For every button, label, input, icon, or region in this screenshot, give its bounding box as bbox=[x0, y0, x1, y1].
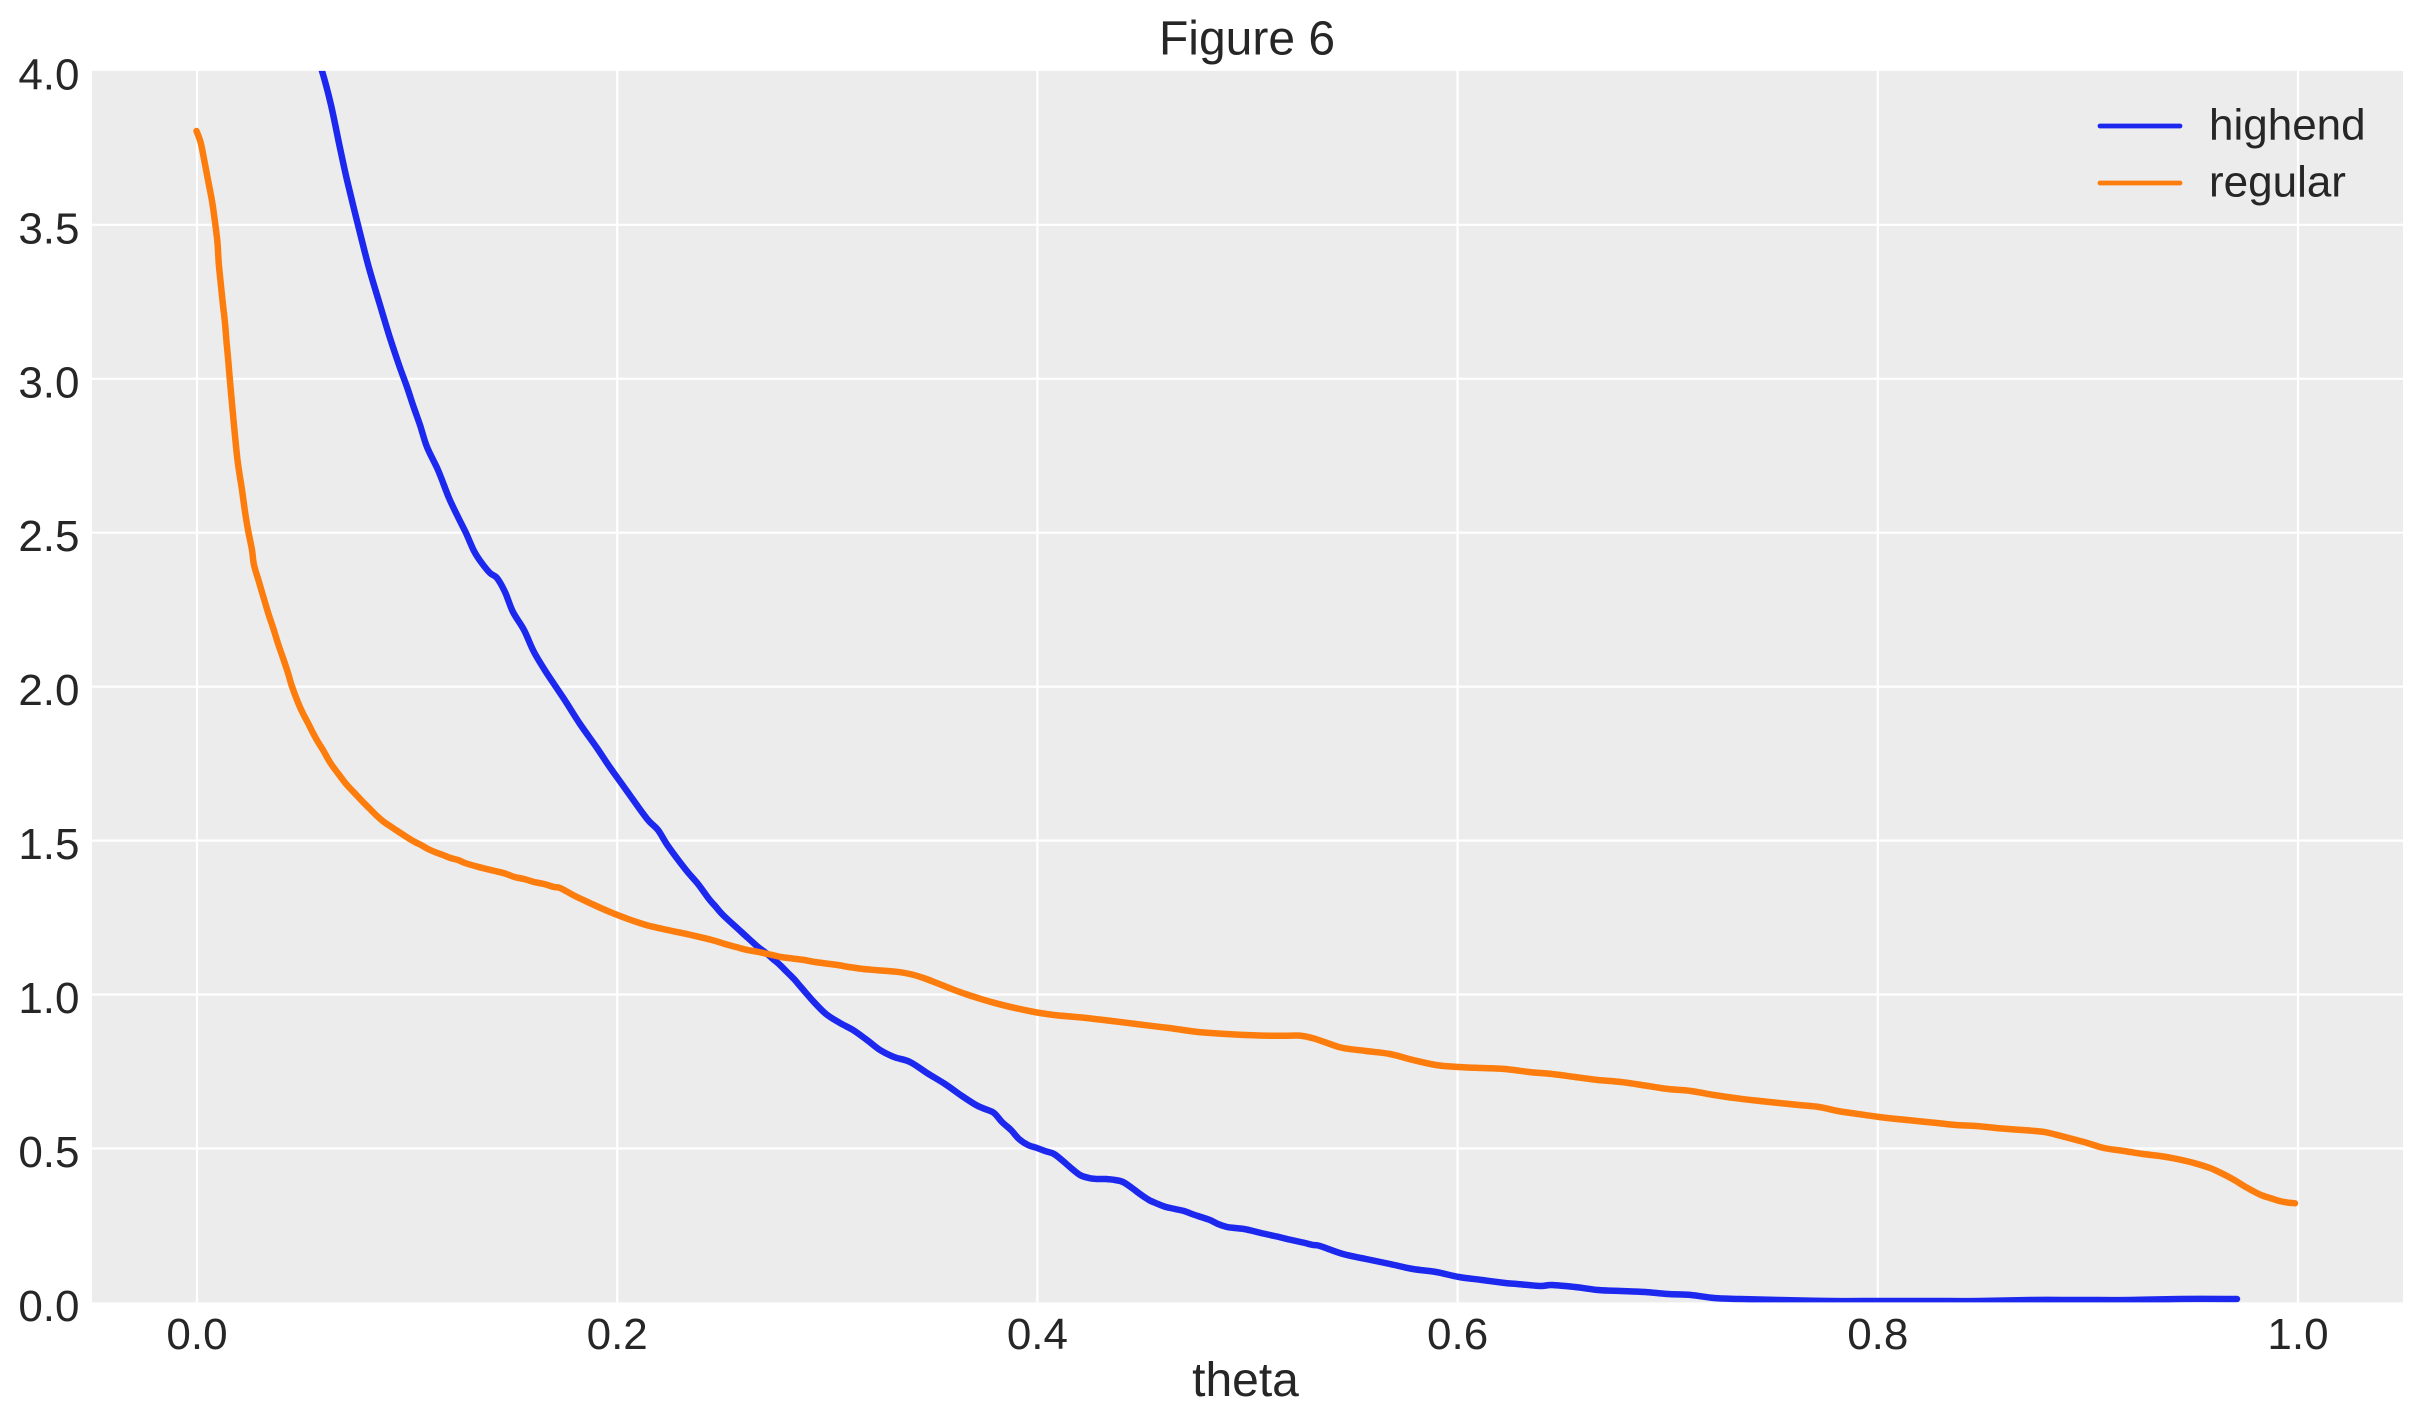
svg-text:Figure 6: Figure 6 bbox=[1159, 13, 1335, 66]
svg-text:1.5: 1.5 bbox=[18, 820, 79, 869]
svg-text:highend: highend bbox=[2209, 101, 2366, 150]
svg-text:0.5: 0.5 bbox=[18, 1128, 79, 1177]
svg-text:theta: theta bbox=[1192, 1354, 1299, 1407]
svg-text:1.0: 1.0 bbox=[2267, 1310, 2328, 1359]
svg-text:3.0: 3.0 bbox=[18, 358, 79, 407]
svg-text:1.0: 1.0 bbox=[18, 974, 79, 1023]
svg-text:0.0: 0.0 bbox=[166, 1310, 227, 1359]
svg-text:regular: regular bbox=[2209, 158, 2346, 207]
svg-text:0.0: 0.0 bbox=[18, 1282, 79, 1331]
svg-text:0.6: 0.6 bbox=[1427, 1310, 1488, 1359]
svg-text:2.0: 2.0 bbox=[18, 666, 79, 715]
svg-text:4.0: 4.0 bbox=[18, 50, 79, 99]
svg-text:3.5: 3.5 bbox=[18, 204, 79, 253]
svg-text:0.2: 0.2 bbox=[587, 1310, 648, 1359]
svg-text:2.5: 2.5 bbox=[18, 512, 79, 561]
svg-text:0.8: 0.8 bbox=[1847, 1310, 1908, 1359]
svg-text:0.4: 0.4 bbox=[1007, 1310, 1068, 1359]
